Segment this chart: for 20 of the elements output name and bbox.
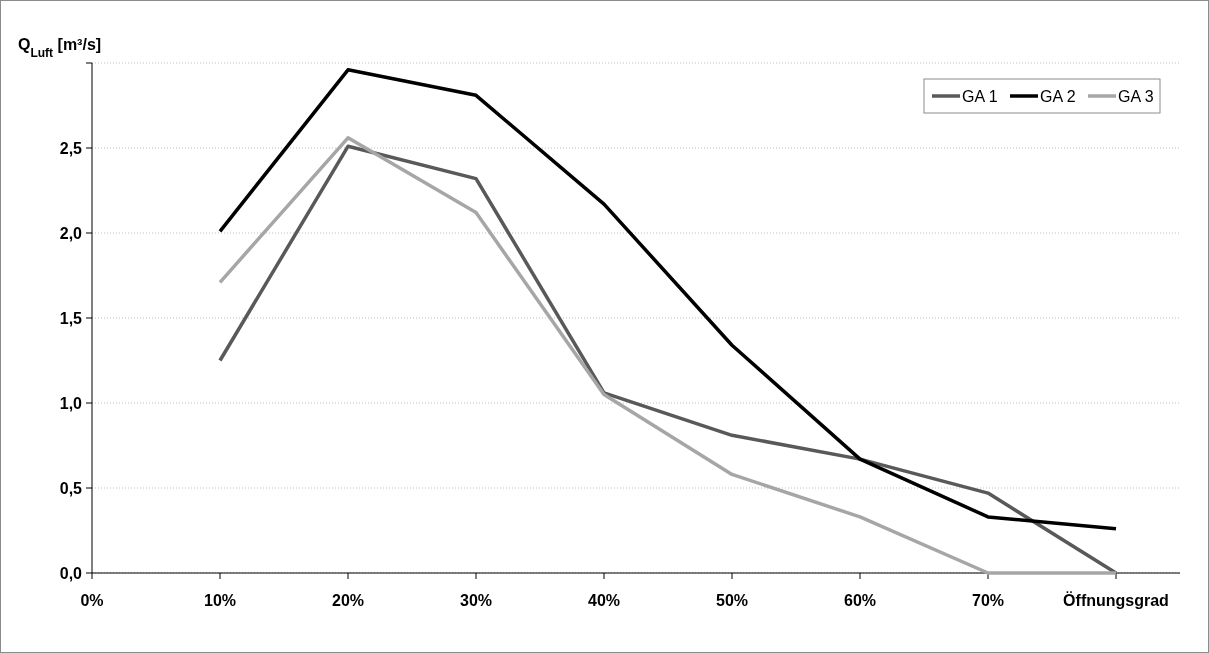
legend-label: GA 2 [1040,87,1076,105]
x-tick-label: 0% [80,592,104,609]
y-tick-label: 2,0 [59,224,83,242]
x-tick-label: 20% [331,592,365,609]
y-tick-label: 0,5 [59,479,83,497]
legend-label: GA 3 [1118,87,1154,105]
x-tick-label: 40% [587,592,621,609]
x-tick-label: 10% [203,592,237,609]
line-series [218,68,1118,531]
y-tick-label: 0,0 [59,564,83,582]
y-tick-label: 2,5 [59,139,83,157]
legend-label: GA 1 [962,87,998,105]
y-axis-title: Q$_{Luft}$ [m³/s] [18,36,102,60]
x-tick-label: 30% [459,592,493,609]
y-tick-label: 1,0 [59,394,83,412]
x-tick-label: 60% [843,592,877,609]
y-tick-label: 1,5 [59,309,83,327]
x-tick-label: 70% [971,592,1005,609]
x-tick-label: 50% [715,592,749,609]
x-axis-title: Öffnungsgrad [1063,591,1169,609]
